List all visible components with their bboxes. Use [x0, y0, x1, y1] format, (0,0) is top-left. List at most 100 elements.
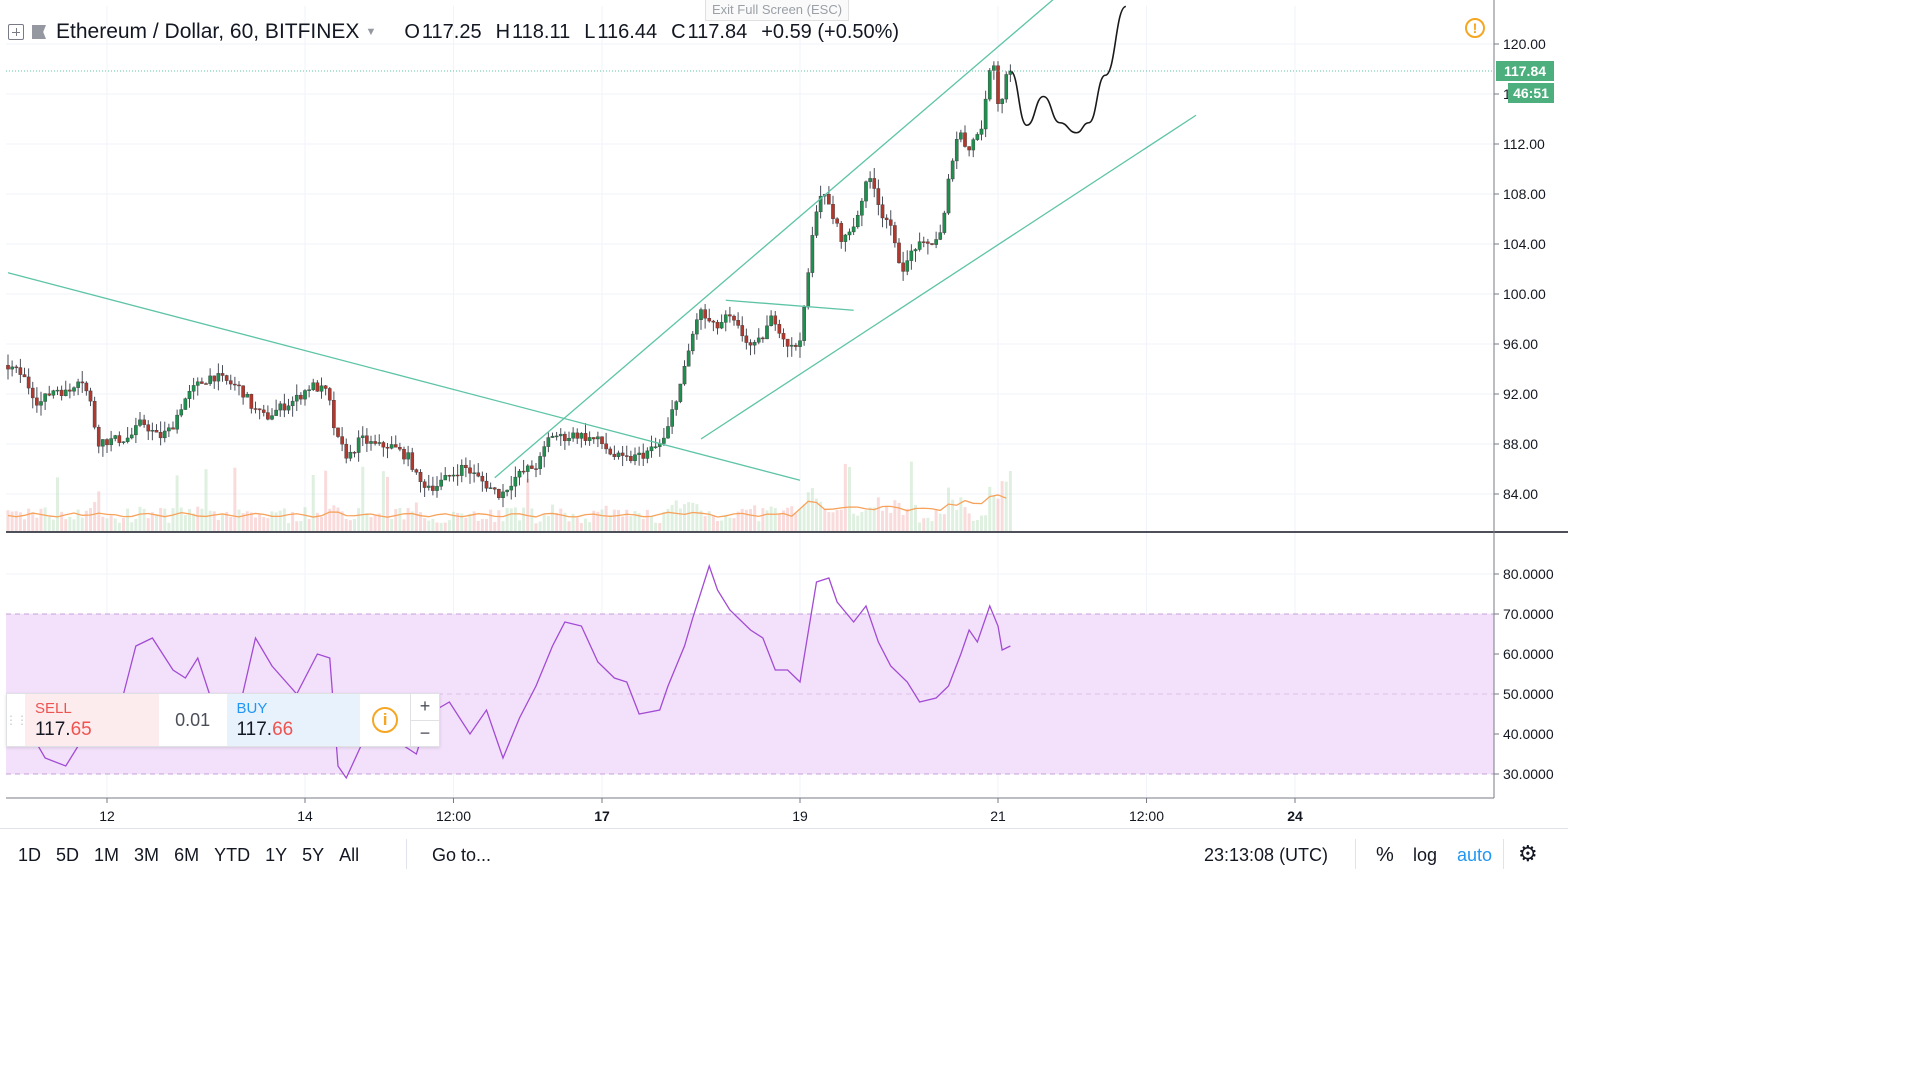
drag-handle-icon[interactable]: ⋮⋮	[5, 713, 28, 727]
volume-bar	[237, 509, 241, 531]
candle-body	[233, 383, 237, 386]
candle-body	[719, 322, 724, 329]
volume-bar	[365, 513, 369, 531]
candle-body	[480, 475, 485, 482]
volume-bar	[716, 521, 719, 531]
price-tick-label: 88.00	[1503, 436, 1538, 452]
volume-bar	[509, 508, 513, 531]
candle-body	[443, 475, 448, 481]
volume-bar	[439, 522, 443, 531]
candle-body	[596, 436, 600, 440]
minus-button[interactable]: −	[419, 722, 431, 743]
candle-body	[756, 337, 761, 343]
volume-bar	[493, 522, 497, 531]
volume-bar	[996, 498, 1000, 531]
volume-bar	[914, 504, 917, 531]
projection-curve	[1009, 5, 1127, 134]
candle-body	[101, 439, 105, 447]
range-1y[interactable]: 1Y	[265, 845, 288, 865]
chevron-down-icon[interactable]: ▼	[365, 26, 377, 38]
volume-bar	[287, 523, 290, 531]
candle-body	[270, 415, 274, 420]
volume-bar	[794, 512, 798, 531]
compare-plus-icon[interactable]	[8, 24, 24, 40]
buy-button[interactable]: BUY 117.66	[226, 694, 361, 746]
volume-bar	[229, 516, 233, 531]
quantity-stepper: + −	[410, 694, 439, 746]
candle-body	[979, 128, 984, 135]
range-1m[interactable]: 1M	[94, 845, 120, 865]
sell-button[interactable]: SELL 117.65	[25, 694, 159, 746]
volume-bar	[361, 466, 365, 531]
candle-body	[789, 344, 794, 347]
auto-toggle[interactable]: auto	[1457, 845, 1493, 865]
volume-bar	[922, 518, 926, 531]
candle-body	[513, 476, 518, 487]
range-5d[interactable]: 5D	[56, 845, 80, 865]
chart-area[interactable]: 120.00116.00112.00108.00104.00100.0096.0…	[0, 0, 1568, 882]
range-6m[interactable]: 6M	[174, 845, 200, 865]
symbol-legend: Ethereum / Dollar, 60, BITFINEX ▼ O 117.2…	[8, 18, 899, 46]
range-ytd[interactable]: YTD	[214, 845, 251, 865]
volume-bar	[1004, 481, 1008, 531]
candle-body	[497, 489, 501, 498]
volume-bar	[885, 505, 889, 531]
plus-button[interactable]: +	[411, 694, 439, 721]
volume-bar	[691, 502, 695, 531]
volume-bar	[311, 474, 315, 531]
range-3m[interactable]: 3M	[134, 845, 160, 865]
candle-body	[624, 455, 629, 457]
log-toggle[interactable]: log	[1413, 845, 1438, 865]
candle-body	[319, 385, 324, 392]
candle-body	[872, 178, 877, 189]
candle-body	[959, 132, 963, 140]
volume-bar	[299, 520, 303, 531]
range-5y[interactable]: 5Y	[302, 845, 325, 865]
candle-body	[278, 403, 283, 411]
symbol-title[interactable]: Ethereum / Dollar, 60, BITFINEX	[56, 20, 360, 43]
volume-bar	[670, 505, 674, 531]
volume-bar	[485, 519, 488, 531]
volume-bar	[786, 507, 790, 531]
candle-body	[728, 314, 732, 317]
alert-icon[interactable]: !	[1465, 18, 1485, 38]
candle-body	[798, 340, 802, 347]
candle-body	[286, 405, 291, 411]
candle-body	[926, 241, 930, 244]
candle-body	[55, 389, 60, 392]
volume-bar	[377, 513, 381, 531]
open-value: 117.25	[421, 20, 482, 43]
info-button[interactable]: i	[360, 694, 410, 746]
range-all[interactable]: All	[339, 845, 360, 865]
candle-body	[451, 474, 456, 477]
volume-bar	[600, 509, 604, 531]
candle-body	[398, 447, 402, 450]
volume-bar	[447, 520, 451, 531]
candle-body	[563, 433, 567, 442]
range-1d[interactable]: 1D	[18, 845, 42, 865]
volume-bar	[64, 519, 68, 531]
goto-button[interactable]: Go to...	[432, 845, 492, 865]
symbol-flag-icon[interactable]	[32, 25, 46, 39]
volume-bar	[905, 508, 909, 531]
volume-bar	[221, 514, 224, 531]
volume-bar	[518, 520, 521, 531]
volume-bar	[955, 509, 959, 531]
volume-bar	[588, 522, 592, 531]
volume-bar	[621, 516, 625, 531]
candle-body	[880, 204, 885, 219]
candle-body	[228, 380, 233, 385]
candle-body	[447, 475, 452, 477]
volume-bar	[707, 511, 711, 531]
exit-fullscreen-tip[interactable]: Exit Full Screen (ESC)	[705, 0, 850, 21]
candle-body	[68, 389, 72, 392]
candle-body	[876, 188, 881, 205]
candle-body	[501, 491, 505, 498]
candle-body	[930, 243, 934, 245]
trade-panel: ⋮⋮ SELL 117.65 0.01 BUY 117.66 i + −	[5, 693, 440, 747]
candle-body	[422, 481, 427, 488]
gear-icon[interactable]: ⚙	[1518, 841, 1538, 866]
utc-clock[interactable]: 23:13:08 (UTC)	[1204, 845, 1329, 865]
candle-body	[575, 432, 580, 439]
percent-toggle[interactable]: %	[1376, 844, 1394, 866]
